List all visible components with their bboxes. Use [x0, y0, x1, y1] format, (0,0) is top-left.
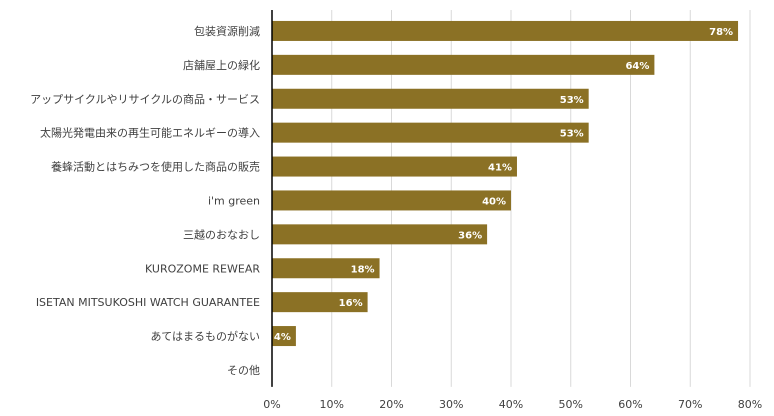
category-label: 養蜂活動とはちみつを使用した商品の販売	[51, 160, 260, 174]
bar	[272, 190, 511, 211]
category-label: ISETAN MITSUKOSHI WATCH GUARANTEE	[36, 296, 260, 309]
bar	[272, 292, 368, 313]
data-label: 64%	[625, 61, 649, 72]
data-label: 78%	[709, 27, 733, 38]
bars: 78% 64% 53% 53% 41% 40% 36% 18% 16% 4%	[272, 20, 739, 347]
bar	[272, 20, 739, 41]
bar	[272, 224, 488, 245]
x-tick-label: 10%	[320, 398, 344, 411]
category-label: その他	[227, 364, 260, 377]
category-label: アップサイクルやリサイクルの商品・サービス	[30, 92, 260, 106]
category-label: i'm green	[208, 194, 260, 207]
x-tick-label: 80%	[738, 398, 762, 411]
x-tick-label: 30%	[439, 398, 463, 411]
bar	[272, 258, 380, 279]
x-tick-label: 50%	[559, 398, 583, 411]
data-label: 16%	[339, 298, 363, 309]
data-label: 40%	[482, 196, 506, 207]
x-tick-label: 0%	[263, 398, 280, 411]
category-label: 包装資源削減	[194, 24, 260, 38]
category-label: KUROZOME REWEAR	[145, 262, 260, 275]
category-label: 三越のおなおし	[183, 227, 260, 241]
category-label: あてはまるものがない	[150, 329, 260, 343]
data-label: 4%	[274, 332, 291, 343]
data-label: 41%	[488, 163, 512, 174]
category-label: 太陽光発電由来の再生可能エネルギーの導入	[40, 126, 260, 140]
bar	[272, 88, 589, 109]
x-tick-label: 60%	[618, 398, 642, 411]
bar	[272, 326, 296, 347]
data-label: 18%	[351, 264, 375, 275]
x-tick-labels: 0% 10% 20% 30% 40% 50% 60% 70% 80%	[263, 398, 762, 411]
bar	[272, 54, 655, 75]
x-tick-label: 40%	[499, 398, 523, 411]
x-tick-label: 20%	[379, 398, 403, 411]
data-label: 36%	[458, 230, 482, 241]
category-labels: 包装資源削減店舗屋上の緑化アップサイクルやリサイクルの商品・サービス太陽光発電由…	[30, 24, 260, 377]
category-label: 店舗屋上の緑化	[183, 58, 260, 72]
bar	[272, 122, 589, 143]
data-label: 53%	[560, 95, 584, 106]
data-label: 53%	[560, 129, 584, 140]
bar	[272, 156, 517, 177]
x-tick-label: 70%	[678, 398, 702, 411]
